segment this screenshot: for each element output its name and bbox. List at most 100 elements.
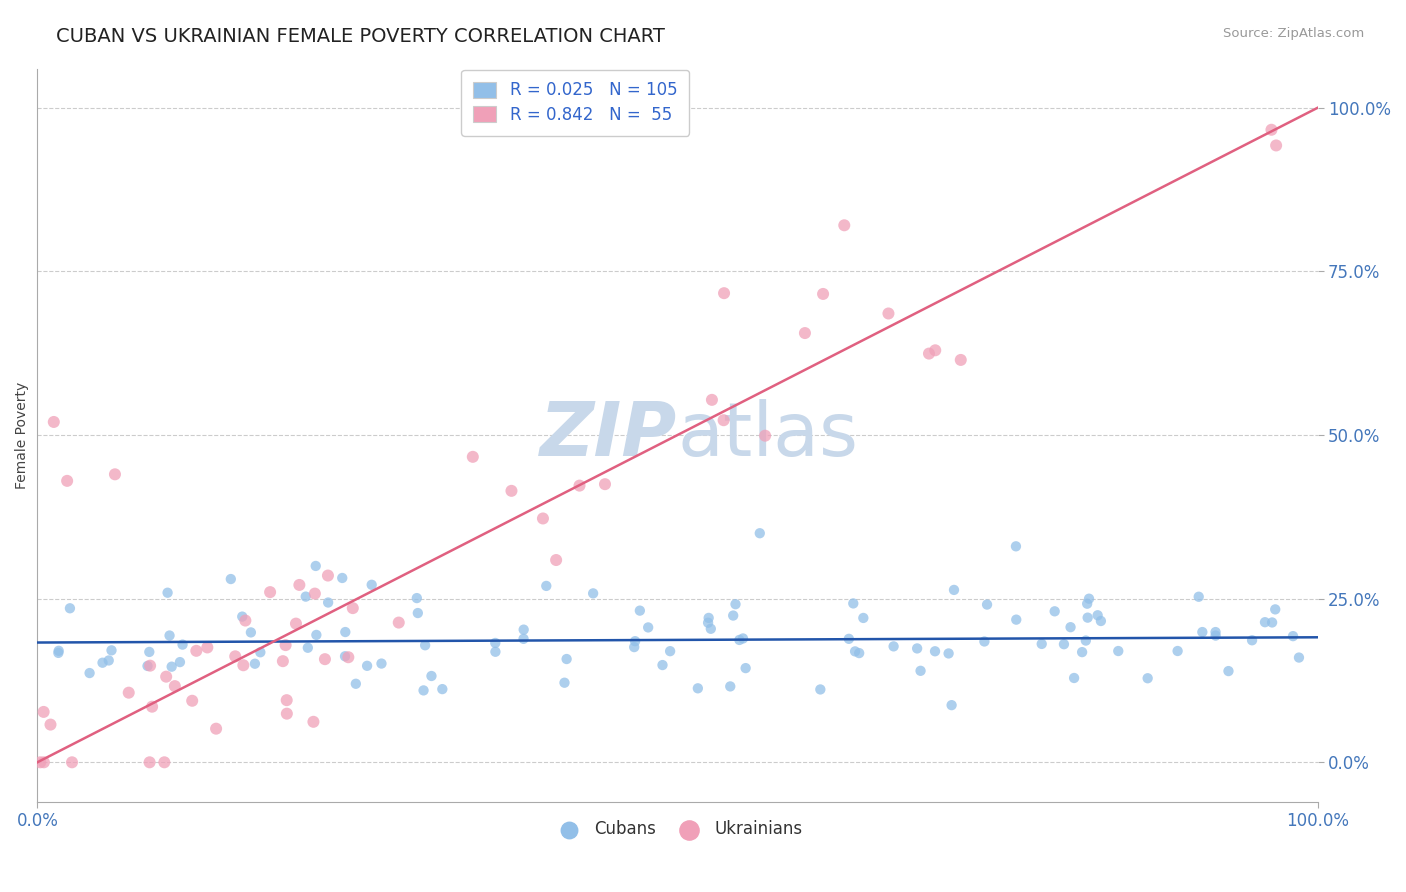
Point [531, 511, 554, 525]
Point [172, 638, 194, 652]
Point [56, 474, 79, 488]
Point [842, 596, 865, 610]
Point [97, 653, 120, 667]
Point [297, 640, 319, 655]
Point [697, 611, 720, 625]
Point [724, 597, 747, 611]
Point [330, 571, 353, 585]
Point [461, 450, 484, 464]
Text: CUBAN VS UKRAINIAN FEMALE POVERTY CORRELATION CHART: CUBAN VS UKRAINIAN FEMALE POVERTY CORREL… [56, 27, 665, 45]
Point [905, 641, 928, 656]
Point [1205, 629, 1227, 643]
Point [195, 640, 218, 655]
Point [700, 622, 723, 636]
Point [713, 286, 735, 301]
Point [285, 616, 308, 631]
Point [232, 658, 254, 673]
Point [337, 650, 360, 665]
Point [432, 682, 454, 697]
Point [659, 644, 682, 658]
Point [231, 609, 253, 624]
Point [181, 694, 204, 708]
Text: ZIP: ZIP [540, 399, 678, 472]
Point [1031, 637, 1053, 651]
Point [1053, 637, 1076, 651]
Point [536, 579, 558, 593]
Point [484, 645, 506, 659]
Point [731, 632, 754, 646]
Point [1241, 633, 1264, 648]
Point [918, 346, 941, 360]
Point [808, 682, 831, 697]
Point [163, 679, 186, 693]
Point [60, 756, 83, 770]
Point [314, 652, 336, 666]
Point [484, 636, 506, 650]
Point [412, 683, 434, 698]
Point [316, 568, 339, 582]
Point [512, 632, 534, 646]
Point [420, 669, 443, 683]
Point [1059, 620, 1081, 634]
Point [637, 620, 659, 634]
Point [370, 657, 392, 671]
Point [91, 656, 114, 670]
Point [852, 611, 875, 625]
Point [1005, 539, 1028, 553]
Point [32, 756, 55, 770]
Point [623, 640, 645, 654]
Point [302, 714, 325, 729]
Point [139, 658, 162, 673]
Point [546, 553, 568, 567]
Point [159, 628, 181, 642]
Point [276, 693, 298, 707]
Point [811, 287, 834, 301]
Point [141, 699, 163, 714]
Point [553, 675, 575, 690]
Point [59, 601, 82, 615]
Point [910, 664, 932, 678]
Point [259, 585, 281, 599]
Point [1254, 615, 1277, 630]
Point [582, 586, 605, 600]
Point [924, 343, 946, 358]
Point [1076, 597, 1098, 611]
Point [718, 680, 741, 694]
Point [1265, 138, 1288, 153]
Point [1078, 591, 1101, 606]
Point [156, 585, 179, 599]
Point [1191, 625, 1213, 640]
Point [39, 717, 62, 731]
Point [304, 586, 326, 600]
Point [568, 478, 591, 492]
Point [138, 645, 160, 659]
Point [1087, 608, 1109, 623]
Point [1005, 613, 1028, 627]
Point [651, 658, 673, 673]
Point [1043, 604, 1066, 618]
Point [342, 601, 364, 615]
Point [1090, 614, 1112, 628]
Point [734, 661, 756, 675]
Point [205, 722, 228, 736]
Point [104, 467, 127, 482]
Point [160, 659, 183, 673]
Text: Source: ZipAtlas.com: Source: ZipAtlas.com [1223, 27, 1364, 40]
Point [1218, 664, 1240, 678]
Point [793, 326, 815, 340]
Point [360, 578, 382, 592]
Point [1071, 645, 1094, 659]
Point [844, 644, 866, 658]
Point [169, 655, 191, 669]
Point [406, 606, 429, 620]
Point [593, 477, 616, 491]
Point [79, 666, 101, 681]
Point [316, 595, 339, 609]
Point [686, 681, 709, 696]
Point [344, 677, 367, 691]
Point [754, 428, 776, 442]
Point [938, 647, 960, 661]
Point [877, 306, 900, 320]
Point [832, 219, 855, 233]
Point [555, 652, 578, 666]
